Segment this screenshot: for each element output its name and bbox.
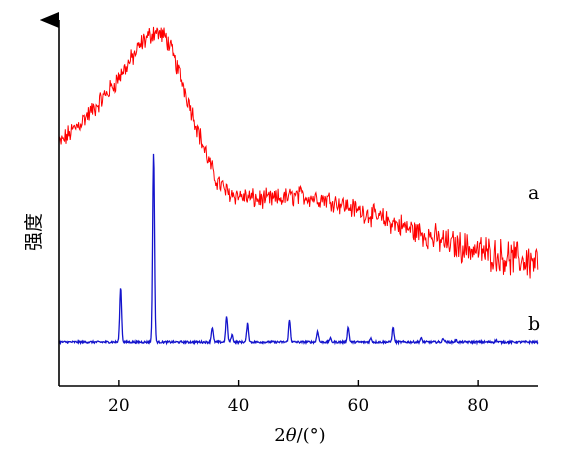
x-tick-label: 80 xyxy=(467,396,489,416)
series-b-label: b xyxy=(528,313,540,335)
series-a-line xyxy=(58,26,539,279)
plot-area xyxy=(58,26,539,346)
x-tick-label: 20 xyxy=(108,396,130,416)
axes xyxy=(39,12,538,387)
series-b-line xyxy=(58,153,539,346)
x-ticks: 20 40 60 80 xyxy=(108,380,489,416)
x-tick-label: 40 xyxy=(228,396,250,416)
y-axis-title: 强度 xyxy=(23,213,45,251)
series-a-label: a xyxy=(528,182,539,204)
x-axis-title: 2θ/(°) xyxy=(274,425,325,446)
x-tick-label: 60 xyxy=(348,396,370,416)
